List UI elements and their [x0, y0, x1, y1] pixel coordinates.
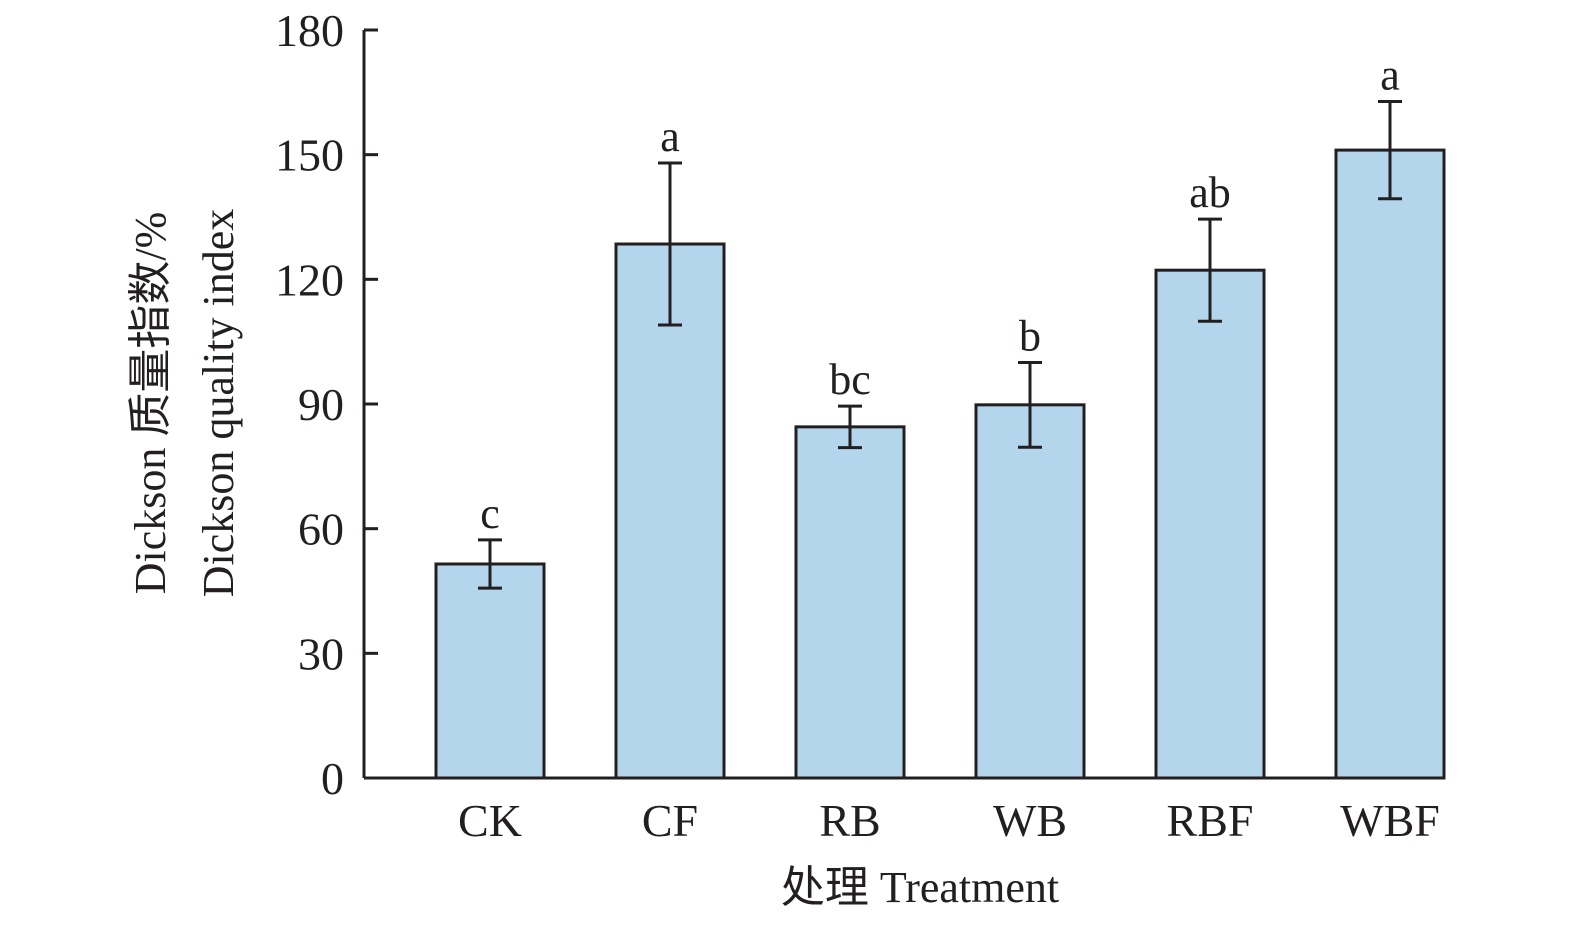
y-axis-title-en: Dickson quality index — [194, 209, 243, 598]
significance-label: bc — [829, 355, 871, 404]
y-tick-label: 90 — [298, 379, 344, 430]
y-tick-label: 150 — [275, 130, 344, 181]
x-tick-label: WBF — [1340, 795, 1440, 846]
x-tick-label: CF — [642, 795, 698, 846]
error-bar-RB — [838, 404, 862, 450]
significance-label: b — [1019, 311, 1041, 360]
y-tick-label: 0 — [321, 753, 344, 804]
y-axis: 0 30 60 90 120 150 180 — [275, 5, 378, 804]
error-bar-CK — [478, 538, 502, 590]
significance-label: c — [480, 489, 500, 538]
error-bar-CF — [658, 161, 682, 327]
y-tick-label: 180 — [275, 5, 344, 56]
bar-RB — [794, 425, 906, 780]
bar-CK — [434, 562, 546, 780]
x-tick-label: RBF — [1167, 795, 1254, 846]
error-bar-WBF — [1378, 99, 1402, 201]
category-labels: CK CF RB WB RBF WBF — [458, 795, 1440, 846]
significance-labels: c a bc b ab a — [480, 50, 1400, 537]
significance-label: a — [1380, 50, 1400, 99]
significance-label: a — [660, 112, 680, 161]
bar-CF — [614, 242, 726, 780]
bar-WBF — [1334, 148, 1446, 780]
x-tick-label: RB — [819, 795, 880, 846]
x-axis-title: 处理 Treatment — [781, 863, 1059, 912]
bar-RBF — [1154, 268, 1266, 780]
y-tick-label: 60 — [298, 504, 344, 555]
y-tick-label: 30 — [298, 628, 344, 679]
x-tick-label: WB — [993, 795, 1067, 846]
error-bar-RBF — [1198, 217, 1222, 323]
bar-WB — [974, 403, 1086, 780]
x-tick-label: CK — [458, 795, 522, 846]
bars — [434, 148, 1446, 780]
y-axis-title-cn: Dickson 质量指数/% — [126, 212, 175, 595]
y-tick-label: 120 — [275, 254, 344, 305]
error-bars — [478, 99, 1402, 590]
significance-label: ab — [1189, 168, 1231, 217]
error-bar-WB — [1018, 360, 1042, 449]
